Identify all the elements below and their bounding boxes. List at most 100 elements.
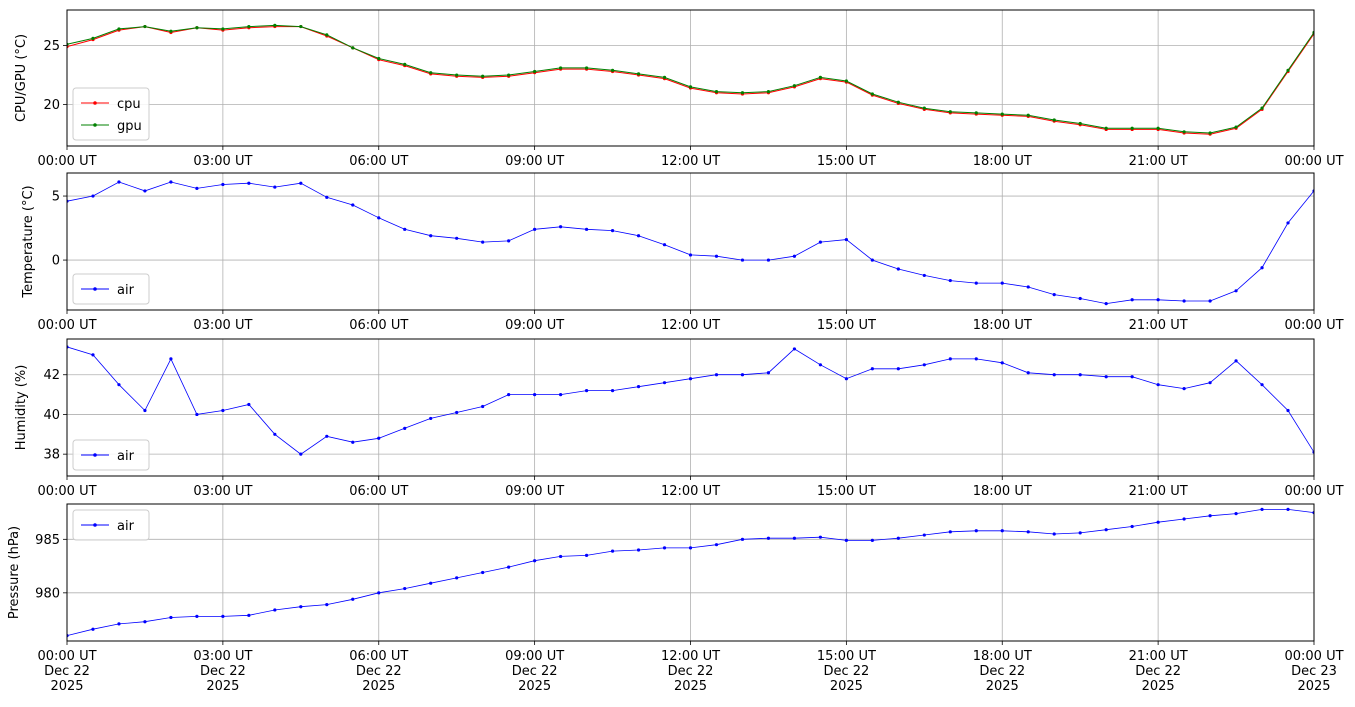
data-point: [1104, 301, 1108, 306]
data-point: [922, 106, 926, 110]
data-point: [610, 549, 615, 553]
legend-box: [72, 87, 150, 141]
data-point: [1286, 408, 1290, 413]
x-tick-label: 21:00 UT: [1129, 649, 1188, 664]
data-point: [1156, 520, 1160, 524]
data-point: [870, 538, 874, 542]
data-point: [195, 186, 199, 190]
x-tick-label: 2025: [50, 679, 83, 694]
data-point: [117, 622, 121, 626]
data-point: [1208, 299, 1212, 303]
data-point: [117, 180, 121, 184]
data-point: [662, 546, 667, 550]
data-point: [1156, 126, 1160, 130]
data-point: [818, 240, 822, 244]
data-point: [221, 27, 225, 31]
y-tick-label: 980: [35, 586, 60, 601]
legend-marker-cpu: [93, 101, 97, 105]
data-point: [1260, 383, 1264, 387]
data-point: [662, 381, 667, 385]
legend-box: [72, 509, 150, 541]
data-point: [1130, 375, 1134, 379]
data-point: [948, 530, 952, 534]
legend: air: [72, 439, 150, 471]
x-tick-label: 00:00 UT: [37, 318, 96, 333]
data-point: [818, 535, 822, 539]
data-point: [325, 603, 329, 607]
data-point: [844, 79, 848, 83]
y-tick-label: 5: [52, 190, 60, 205]
data-point: [351, 440, 355, 444]
data-point: [481, 240, 485, 244]
data-point: [1286, 221, 1290, 225]
x-tick-label: Dec 22: [200, 664, 246, 679]
data-point: [636, 385, 641, 389]
x-tick-label: 00:00 UT: [1284, 649, 1343, 664]
legend-marker-air: [93, 287, 97, 291]
legend-marker-gpu: [93, 123, 97, 127]
data-point: [1000, 529, 1004, 533]
series-air: [67, 345, 1314, 456]
data-point: [533, 227, 537, 231]
data-point: [273, 23, 277, 27]
data-point: [870, 367, 874, 371]
data-point: [1026, 530, 1030, 534]
data-point: [117, 27, 121, 31]
data-point: [429, 581, 433, 585]
data-point: [896, 536, 900, 540]
data-point: [507, 239, 511, 243]
data-point: [844, 237, 848, 242]
x-tick-label: 00:00 UT: [37, 154, 96, 169]
legend-label-air: air: [117, 449, 135, 464]
x-tick-label: 2025: [1142, 679, 1175, 694]
data-point: [273, 185, 277, 189]
x-tick-label: 18:00 UT: [973, 649, 1032, 664]
data-point: [844, 538, 848, 542]
x-tick-label: 06:00 UT: [349, 154, 408, 169]
data-point: [636, 72, 641, 76]
data-point: [91, 627, 95, 631]
data-point: [117, 383, 121, 387]
data-point: [974, 111, 978, 115]
series-gpu: [67, 23, 1314, 135]
data-point: [1260, 266, 1264, 270]
data-point: [143, 408, 147, 413]
x-tick-label: 09:00 UT: [505, 649, 564, 664]
y-axis-label: Pressure (hPa): [7, 526, 22, 619]
x-tick-label: 2025: [1297, 679, 1330, 694]
data-point: [1052, 293, 1056, 297]
data-point: [610, 389, 615, 393]
data-point: [299, 452, 303, 456]
data-point: [1286, 68, 1290, 72]
data-point: [1234, 359, 1238, 363]
data-point: [169, 615, 173, 620]
data-point: [792, 84, 797, 88]
data-point: [1260, 106, 1264, 110]
data-point: [559, 225, 563, 229]
data-point: [1000, 361, 1004, 365]
x-tick-label: Dec 22: [668, 664, 714, 679]
data-point: [221, 614, 225, 618]
data-point: [1104, 528, 1108, 532]
y-axis-label: Temperature (°C): [21, 185, 36, 298]
x-tick-label: 12:00 UT: [661, 154, 720, 169]
data-point: [974, 529, 978, 533]
legend-marker-air: [93, 523, 97, 527]
panel-2: 00:00 UT 03:00 UT 06:00 UT 09:00 UT 12:00 UT…: [21, 172, 1344, 333]
data-point: [325, 434, 329, 438]
x-tick-label: 03:00 UT: [193, 318, 252, 333]
data-point: [325, 195, 329, 199]
data-point: [507, 565, 511, 569]
data-point: [377, 436, 381, 440]
data-point: [403, 426, 407, 430]
data-point: [559, 554, 563, 559]
data-point: [143, 620, 147, 624]
x-tick-label: 03:00 UT: [193, 154, 252, 169]
data-point: [1208, 131, 1212, 135]
data-point: [455, 576, 459, 580]
x-tick-label: Dec 22: [823, 664, 869, 679]
x-tick-label: 21:00 UT: [1129, 154, 1188, 169]
data-point: [1078, 373, 1082, 377]
legend-box: [72, 439, 150, 471]
data-point: [1208, 514, 1212, 518]
